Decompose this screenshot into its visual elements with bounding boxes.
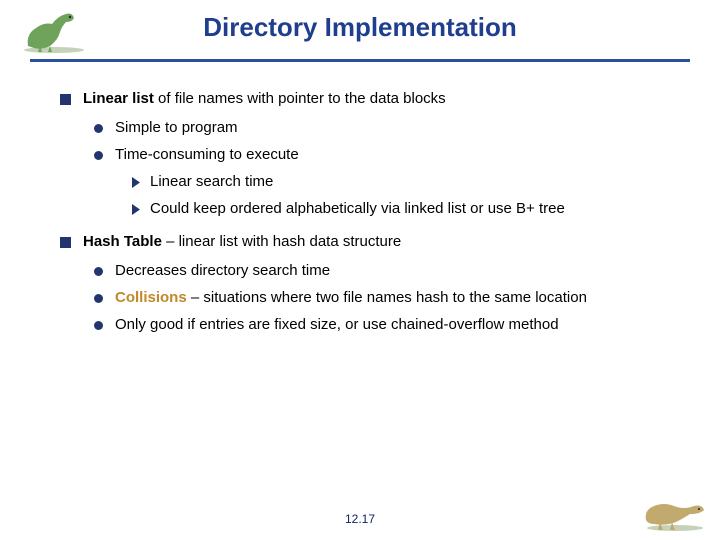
text-rest: of file names with pointer to the data b… — [154, 90, 446, 107]
bold-term: Linear list — [83, 90, 154, 107]
page-number: 12.17 — [0, 512, 720, 526]
dinosaur-left-icon — [18, 6, 90, 54]
subbullet-simple: Simple to program — [94, 119, 680, 136]
slide-title: Directory Implementation — [0, 0, 720, 43]
highlight-term: Collisions — [115, 289, 187, 306]
bullet-text: Could keep ordered alphabetically via li… — [150, 200, 565, 217]
subbullet-decreases: Decreases directory search time — [94, 262, 680, 279]
dinosaur-right-icon — [640, 490, 710, 532]
subsub-ordered: Could keep ordered alphabetically via li… — [132, 200, 680, 217]
square-bullet-icon — [60, 237, 71, 248]
subbullet-time-consuming: Time-consuming to execute — [94, 146, 680, 163]
square-bullet-icon — [60, 94, 71, 105]
bullet-text: Linear search time — [150, 173, 273, 190]
text-rest: – linear list with hash data structure — [162, 233, 401, 250]
bold-term: Hash Table — [83, 233, 162, 250]
subbullet-fixed-size: Only good if entries are fixed size, or … — [94, 316, 680, 333]
text-rest: – situations where two file names hash t… — [187, 289, 587, 306]
triangle-bullet-icon — [132, 204, 140, 215]
slide: Directory Implementation Linear list of … — [0, 0, 720, 540]
bullet-hash-table: Hash Table – linear list with hash data … — [60, 233, 680, 250]
bullet-linear-list: Linear list of file names with pointer t… — [60, 90, 680, 107]
bullet-text: Simple to program — [115, 119, 238, 136]
subbullet-collisions: Collisions – situations where two file n… — [94, 289, 680, 306]
title-rule — [30, 59, 690, 62]
slide-content: Linear list of file names with pointer t… — [0, 70, 720, 333]
triangle-bullet-icon — [132, 177, 140, 188]
bullet-text: Linear list of file names with pointer t… — [83, 90, 446, 107]
dot-bullet-icon — [94, 321, 103, 330]
bullet-text: Hash Table – linear list with hash data … — [83, 233, 401, 250]
dot-bullet-icon — [94, 124, 103, 133]
dot-bullet-icon — [94, 267, 103, 276]
dot-bullet-icon — [94, 151, 103, 160]
subsub-linear-search: Linear search time — [132, 173, 680, 190]
bullet-text: Decreases directory search time — [115, 262, 330, 279]
bullet-text: Only good if entries are fixed size, or … — [115, 316, 559, 333]
bullet-text: Collisions – situations where two file n… — [115, 289, 587, 306]
dot-bullet-icon — [94, 294, 103, 303]
slide-header: Directory Implementation — [0, 0, 720, 70]
bullet-text: Time-consuming to execute — [115, 146, 299, 163]
